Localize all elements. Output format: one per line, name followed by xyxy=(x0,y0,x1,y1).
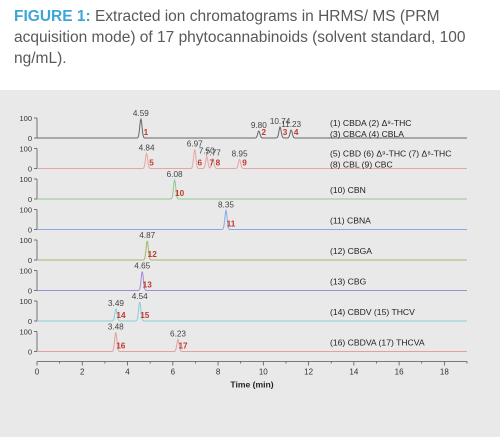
trace-line xyxy=(37,332,467,352)
legend-entry: (16) CBDVA (17) THCVA xyxy=(330,338,425,348)
peak-rt-label: 10.74 xyxy=(270,117,291,126)
peak-number-label: 5 xyxy=(149,159,154,168)
peak-rt-label: 8.95 xyxy=(232,150,248,159)
peak-rt-label: 8.35 xyxy=(218,201,234,210)
x-axis-label: Time (min) xyxy=(230,380,273,390)
x-tick-label: 2 xyxy=(80,368,85,377)
trace-line xyxy=(37,271,467,291)
x-tick-label: 8 xyxy=(216,368,221,377)
peak-rt-label: 4.87 xyxy=(139,231,155,240)
peak-rt-label: 4.65 xyxy=(134,262,150,271)
figure-caption: FIGURE 1: Extracted ion chromatograms in… xyxy=(14,6,486,69)
y-tick-label: 0 xyxy=(28,256,32,265)
y-tick-label: 0 xyxy=(28,348,32,357)
x-tick-label: 12 xyxy=(304,368,313,377)
peak-number-label: 10 xyxy=(175,189,185,198)
peak-rt-label: 6.97 xyxy=(187,140,203,149)
peak-rt-label: 6.23 xyxy=(170,330,186,339)
figure-label: FIGURE 1: xyxy=(14,8,91,25)
y-tick-label: 0 xyxy=(28,165,32,174)
peak-number-label: 8 xyxy=(216,159,221,168)
peak-number-label: 16 xyxy=(116,342,126,351)
chart-panel xyxy=(0,90,500,437)
y-tick-label: 100 xyxy=(19,328,32,337)
peak-rt-label: 3.48 xyxy=(108,323,124,332)
peak-rt-label: 11.23 xyxy=(281,120,301,129)
peak-rt-label: 7.50 xyxy=(199,147,215,156)
peak-number-label: 9 xyxy=(242,159,247,168)
trace-line xyxy=(37,117,467,139)
legend-entry: (13) CBG xyxy=(330,277,367,287)
y-tick-label: 0 xyxy=(28,226,32,235)
legend-entry: (11) CBNA xyxy=(330,216,371,226)
y-tick-label: 0 xyxy=(28,195,32,204)
peak-number-label: 14 xyxy=(116,311,126,320)
legend-entry: (3) CBCA (4) CBLA xyxy=(330,129,404,139)
trace-line xyxy=(37,149,467,169)
x-tick-label: 14 xyxy=(349,368,358,377)
y-tick-label: 100 xyxy=(19,206,32,215)
peak-number-label: 12 xyxy=(148,250,158,259)
y-tick-label: 100 xyxy=(19,145,32,154)
x-tick-label: 4 xyxy=(125,368,130,377)
peak-number-label: 2 xyxy=(262,128,267,137)
peak-number-label: 1 xyxy=(144,128,149,137)
peak-number-label: 17 xyxy=(178,342,188,351)
peak-number-label: 11 xyxy=(227,220,236,229)
peak-rt-label: 4.84 xyxy=(139,144,155,153)
legend-entry: (1) CBDA (2) Δ⁹-THC xyxy=(330,118,412,128)
legend-entry: (12) CBGA xyxy=(330,246,372,256)
peak-number-label: 13 xyxy=(143,281,153,290)
legend-entry: (14) CBDV (15) THCV xyxy=(330,307,415,317)
y-tick-label: 0 xyxy=(28,287,32,296)
y-tick-label: 0 xyxy=(28,134,32,143)
legend-entry: (5) CBD (6) Δ⁹-THC (7) Δ⁸-THC xyxy=(330,149,451,159)
peak-number-label: 3 xyxy=(283,128,288,137)
trace-line xyxy=(37,240,467,261)
x-tick-label: 16 xyxy=(395,368,404,377)
caption-text: Extracted ion chromatograms in HRMS/ MS … xyxy=(14,8,466,67)
y-tick-label: 100 xyxy=(19,175,32,184)
x-tick-label: 18 xyxy=(440,368,449,377)
y-tick-label: 100 xyxy=(19,236,32,245)
peak-number-label: 7 xyxy=(209,159,214,168)
peak-rt-label: 4.59 xyxy=(133,109,149,118)
y-tick-label: 100 xyxy=(19,114,32,123)
peak-number-label: 4 xyxy=(294,128,299,137)
y-tick-label: 100 xyxy=(19,267,32,276)
trace-line xyxy=(37,208,467,230)
y-tick-label: 100 xyxy=(19,297,32,306)
legend-entry: (10) CBN xyxy=(330,185,366,195)
peak-rt-label: 7.77 xyxy=(205,149,221,158)
y-tick-label: 0 xyxy=(28,317,32,326)
peak-rt-label: 3.49 xyxy=(108,299,124,308)
legend-entry: (8) CBL (9) CBC xyxy=(330,160,393,170)
x-tick-label: 6 xyxy=(171,368,176,377)
trace-line xyxy=(37,178,467,200)
peak-number-label: 6 xyxy=(197,159,202,168)
x-tick-label: 10 xyxy=(259,368,268,377)
peak-rt-label: 9.80 xyxy=(251,121,267,130)
peak-rt-label: 6.08 xyxy=(167,170,183,179)
trace-line xyxy=(37,301,467,322)
peak-rt-label: 4.54 xyxy=(132,292,148,301)
peak-number-label: 15 xyxy=(140,311,150,320)
x-tick-label: 0 xyxy=(35,368,40,377)
